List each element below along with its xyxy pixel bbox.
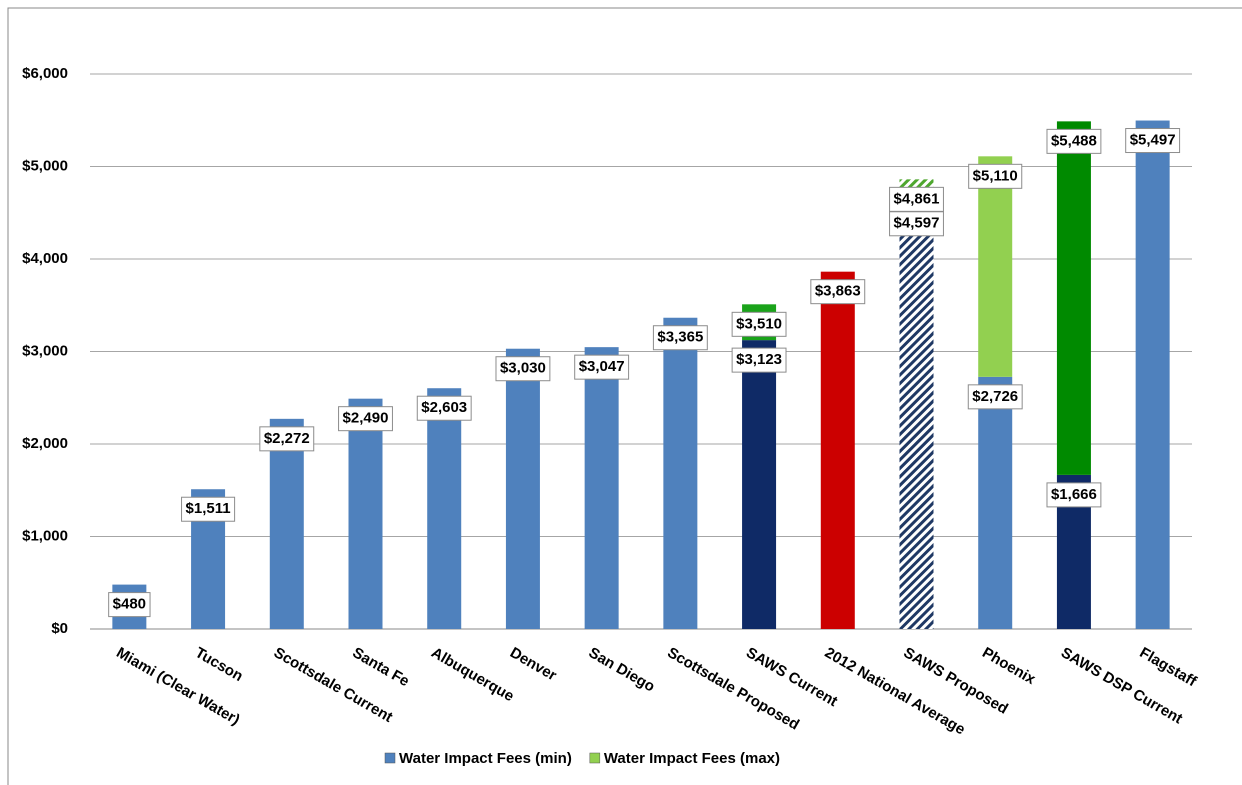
- y-tick-label: $3,000: [22, 342, 68, 359]
- data-label: $480: [108, 592, 151, 618]
- bar-min: [978, 376, 1013, 629]
- x-tick-label: Scottsdale Proposed: [664, 644, 802, 733]
- data-label-text: $4,861: [894, 190, 940, 207]
- data-label-text: $3,030: [500, 360, 546, 377]
- data-label-text: $5,488: [1051, 132, 1097, 149]
- data-label: $3,123: [731, 347, 787, 373]
- data-label-text: $3,510: [736, 315, 782, 332]
- data-label-box: [967, 384, 1023, 410]
- data-label: $5,488: [1046, 128, 1102, 154]
- data-label-box: [495, 356, 551, 382]
- x-tick-label: Tucson: [192, 644, 246, 685]
- data-label-text: $5,497: [1130, 131, 1176, 148]
- x-tick-label: 2012 National Average: [822, 644, 968, 738]
- y-tick-label: $0: [51, 620, 68, 637]
- data-label-text: $4,597: [894, 215, 940, 232]
- legend-swatch: [384, 752, 396, 764]
- data-label: $2,272: [259, 426, 315, 452]
- data-label: $3,047: [574, 354, 630, 380]
- data-label: $2,603: [416, 395, 472, 421]
- data-label-text: $3,123: [736, 351, 782, 368]
- y-tick-label: $1,000: [22, 527, 68, 544]
- data-label-text: $3,863: [815, 283, 861, 300]
- data-label-text: $3,365: [657, 329, 703, 346]
- bar-min: [820, 271, 855, 629]
- bar-min: [348, 398, 383, 629]
- bar-min: [269, 418, 304, 629]
- x-tick-label: Albuquerque: [428, 644, 517, 705]
- legend: Water Impact Fees (min) Water Impact Fees…: [384, 750, 780, 767]
- data-label-box: [259, 426, 315, 452]
- data-label-box: [731, 311, 787, 337]
- y-tick-label: $2,000: [22, 435, 68, 452]
- data-label-text: $2,726: [972, 388, 1018, 405]
- x-tick-label: Flagstaff: [1137, 644, 1201, 690]
- data-label: $1,666: [1046, 482, 1102, 508]
- data-label-text: $1,511: [186, 500, 231, 517]
- bar-min: [742, 340, 777, 629]
- data-label: $1,511: [181, 496, 236, 522]
- data-label-text: $2,603: [421, 399, 467, 416]
- x-tick-label: Denver: [507, 644, 560, 684]
- data-label-text: $3,047: [579, 358, 625, 375]
- y-tick-label: $5,000: [22, 157, 68, 174]
- chart-frame: [7, 7, 1242, 785]
- data-label-text: $1,666: [1051, 486, 1097, 503]
- bar-min: [663, 317, 698, 629]
- data-label: $5,497: [1125, 128, 1181, 154]
- data-label-box: [1046, 482, 1102, 508]
- x-tick-label: San Diego: [586, 644, 658, 695]
- data-label: $3,863: [810, 279, 866, 305]
- data-label-text: $2,272: [264, 430, 310, 447]
- x-tick-label: Phoenix: [979, 644, 1039, 688]
- data-label: $3,365: [652, 325, 708, 351]
- data-label-box: [181, 496, 236, 522]
- data-label: $3,030: [495, 356, 551, 382]
- data-label-box: [889, 211, 944, 237]
- data-label: $4,861: [889, 186, 944, 212]
- bar-min: [505, 348, 540, 629]
- data-label-text: $2,490: [343, 410, 389, 427]
- bar-max: [1056, 121, 1091, 475]
- data-label-box: [889, 186, 944, 212]
- data-label-box: [574, 354, 630, 380]
- data-label-box: [416, 395, 472, 421]
- data-label-box: [731, 347, 787, 373]
- data-label: $4,597: [889, 211, 944, 237]
- data-label: $2,490: [338, 406, 393, 432]
- y-tick-label: $4,000: [22, 250, 68, 267]
- data-label-box: [108, 592, 151, 618]
- data-label-text: $5,110: [973, 167, 1018, 184]
- bar-min: [899, 203, 934, 629]
- bar-min: [427, 388, 462, 629]
- data-label-box: [810, 279, 866, 305]
- bar-min: [1135, 120, 1170, 629]
- data-label: $3,510: [731, 311, 787, 337]
- data-label-box: [1125, 128, 1181, 154]
- data-label-box: [652, 325, 708, 351]
- data-label: $5,110: [968, 163, 1023, 189]
- data-label: $2,726: [967, 384, 1023, 410]
- data-label-box: [1046, 128, 1102, 154]
- data-label-box: [338, 406, 393, 432]
- legend-label: Water Impact Fees (max): [604, 750, 780, 767]
- data-label-box: [968, 163, 1023, 189]
- bar-max: [978, 156, 1013, 377]
- bar-min: [584, 347, 619, 629]
- legend-label: Water Impact Fees (min): [399, 750, 572, 767]
- y-tick-label: $6,000: [22, 65, 68, 82]
- legend-swatch: [589, 752, 601, 764]
- data-label-text: $480: [113, 596, 146, 613]
- x-tick-label: Santa Fe: [350, 644, 413, 690]
